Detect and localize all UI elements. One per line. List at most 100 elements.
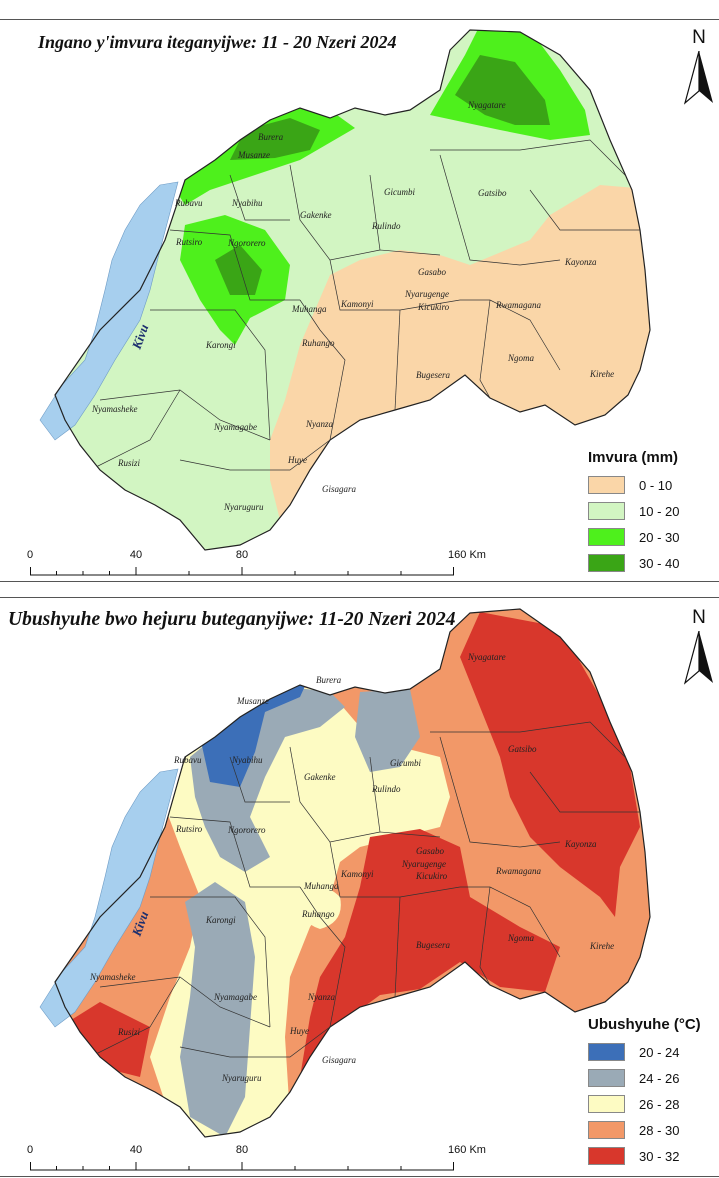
rainfall-map: Kivu Nyagatare Burera Musanze Gicumbi (39, 29, 651, 551)
district-label: Rusizi (117, 458, 141, 468)
district-label: Gasabo (416, 846, 445, 856)
legend-label: 28 - 30 (639, 1122, 680, 1138)
district-label: Ruhango (301, 909, 335, 919)
district-label: Nyabihu (231, 755, 263, 765)
district-label: Karongi (205, 340, 236, 350)
legend-label: 26 - 28 (639, 1096, 680, 1112)
temp-zone-30-32-east (460, 612, 640, 917)
legend-swatch (588, 1043, 625, 1061)
scale-tick-label: 160 Km (448, 1144, 486, 1156)
temp-zone-24-26-rulindo (355, 689, 420, 772)
temp-zone-30-32-bugesera (300, 829, 560, 1117)
scale-bar: 0 40 80 160 Km (26, 549, 486, 579)
legend-label: 30 - 40 (639, 555, 680, 571)
temperature-map-panel: Kivu Nyagatare Burera Musanze Gicumbi Ga… (0, 597, 719, 1178)
district-label: Rubavu (173, 755, 202, 765)
scale-tick-label: 0 (26, 549, 34, 561)
district-label: Karongi (205, 915, 236, 925)
district-label: Rutsiro (175, 237, 203, 247)
district-label: Rulindo (371, 221, 401, 231)
district-label: Rutsiro (175, 824, 203, 834)
north-label: N (692, 27, 706, 48)
district-label: Gisagara (322, 484, 357, 494)
legend-item: 30 - 40 (588, 550, 679, 576)
district-label: Nyagatare (467, 100, 506, 110)
scale-tick-label: 160 Km (448, 549, 486, 561)
district-borders (89, 721, 641, 1058)
scale-bar-graphic (30, 1162, 454, 1171)
district-label: Rubavu (174, 198, 203, 208)
district-label: Nyamasheke (89, 972, 135, 982)
district-label: Nyamagabe (213, 422, 257, 432)
district-label: Kayonza (564, 257, 597, 267)
district-label: Huye (287, 455, 307, 465)
temp-zone-30-32-rusizi (60, 1002, 150, 1077)
temp-zone-24-26-nyamagabe (180, 882, 255, 1137)
scale-tick-label: 80 (235, 1144, 249, 1156)
district-label: Gisagara (322, 1055, 357, 1065)
lake-kivu (39, 181, 179, 441)
district-label: Gicumbi (384, 187, 415, 197)
legend-swatch (588, 1069, 625, 1087)
legend-label: 20 - 24 (639, 1044, 680, 1060)
district-label: Ngoma (507, 353, 535, 363)
district-label: Kamonyi (340, 869, 374, 879)
district-label: Musanze (236, 696, 269, 706)
district-label: Nyarugenge (404, 289, 449, 299)
legend-item: 30 - 32 (588, 1143, 701, 1169)
scale-bar: 0 40 80 160 Km (27, 1144, 486, 1174)
district-label: Nyaruguru (223, 502, 264, 512)
north-arrow-icon (684, 51, 713, 105)
district-label: Nyarugenge (401, 859, 446, 869)
frame-bottom-line (0, 581, 719, 582)
legend-item: 20 - 24 (588, 1039, 701, 1065)
legend-item: 20 - 30 (588, 524, 679, 550)
legend-swatch (588, 528, 625, 546)
legend-swatch (588, 1095, 625, 1113)
district-labels: Nyagatare Burera Musanze Gicumbi Gatsibo… (91, 100, 614, 512)
district-label: Gasabo (418, 267, 447, 277)
district-label: Muhanga (303, 881, 339, 891)
rain-zone-30-40-nyagatare (455, 55, 550, 125)
district-label: Ngororero (227, 238, 266, 248)
temperature-legend: Ubushyuhe (°C) 20 - 24 24 - 26 26 - 28 2… (588, 1016, 701, 1169)
district-label: Rusizi (117, 1027, 141, 1037)
map-title: Ingano y'imvura iteganyijwe: 11 - 20 Nze… (38, 32, 397, 52)
legend-title: Ubushyuhe (°C) (588, 1016, 701, 1033)
district-label: Gatsibo (508, 744, 537, 754)
rainfall-map-panel: Kivu Nyagatare Burera Musanze Gicumbi (0, 0, 719, 583)
district-label: Nyanza (305, 419, 334, 429)
rainfall-legend: Imvura (mm) 0 - 10 10 - 20 20 - 30 30 - … (588, 449, 679, 576)
district-label: Nyaruguru (221, 1073, 262, 1083)
legend-swatch (588, 1147, 625, 1165)
district-label: Ruhango (301, 338, 335, 348)
district-label: Ngoma (507, 933, 535, 943)
north-arrow: N (680, 607, 718, 687)
district-label: Nyamagabe (213, 992, 257, 1002)
district-label: Kicukiro (415, 871, 448, 881)
district-labels: Nyagatare Burera Musanze Gicumbi Gatsibo… (89, 652, 614, 1083)
legend-label: 20 - 30 (639, 529, 680, 545)
district-label: Musanze (237, 150, 270, 160)
district-label: Gicumbi (390, 758, 421, 768)
district-label: Bugesera (416, 370, 450, 380)
legend-item: 0 - 10 (588, 472, 679, 498)
district-label: Kayonza (564, 839, 597, 849)
north-label: N (692, 607, 706, 628)
district-label: Burera (258, 132, 284, 142)
district-label: Ngororero (227, 825, 266, 835)
district-label: Burera (316, 675, 342, 685)
district-label: Rwamagana (495, 866, 542, 876)
frame-top-line (0, 19, 719, 20)
north-arrow-icon (684, 631, 713, 685)
district-label: Gatsibo (478, 188, 507, 198)
district-borders (89, 139, 641, 471)
scale-tick-label: 80 (235, 549, 249, 561)
legend-label: 24 - 26 (639, 1070, 680, 1086)
district-label: Kirehe (589, 941, 614, 951)
scale-tick-label: 40 (129, 549, 143, 561)
district-label: Nyagatare (467, 652, 506, 662)
district-label: Gakenke (300, 210, 331, 220)
north-arrow: N (680, 27, 718, 107)
legend-label: 30 - 32 (639, 1148, 680, 1164)
